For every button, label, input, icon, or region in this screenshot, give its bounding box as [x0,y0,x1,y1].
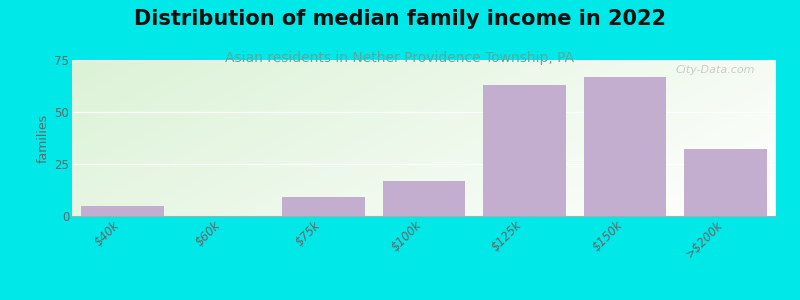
Text: Asian residents in Nether Providence Township, PA: Asian residents in Nether Providence Tow… [226,51,574,65]
Bar [81,206,163,216]
Bar [685,149,767,216]
Y-axis label: families: families [37,113,50,163]
Bar [584,76,666,216]
Bar [282,197,365,216]
Text: Distribution of median family income in 2022: Distribution of median family income in … [134,9,666,29]
Bar [382,181,466,216]
Text: City-Data.com: City-Data.com [675,65,755,75]
Bar [483,85,566,216]
